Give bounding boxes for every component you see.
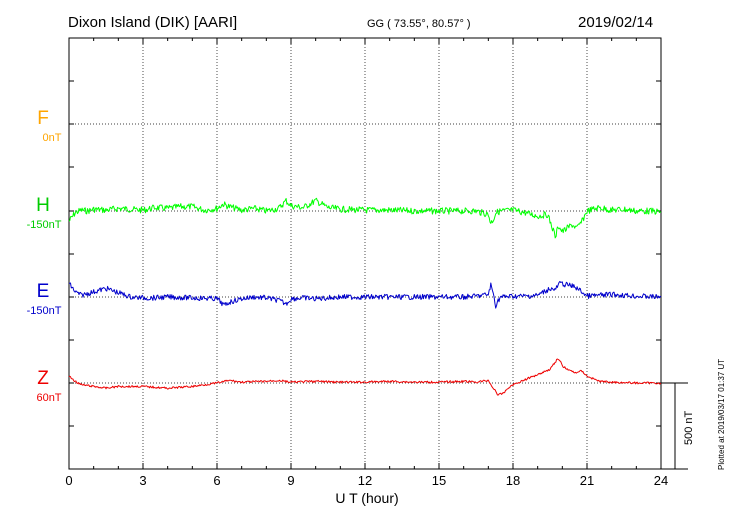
- series-offset-f: 0nT: [43, 132, 62, 144]
- geo-coords: GG ( 73.55°, 80.57° ): [367, 18, 471, 30]
- series-line-e: [69, 280, 662, 309]
- series-label-h: H: [36, 195, 50, 216]
- x-tick-label: 9: [287, 473, 294, 488]
- plotted-timestamp: Plotted at 2019/03/17 01:37 UT: [717, 359, 726, 470]
- x-tick-label: 3: [139, 473, 146, 488]
- series-label-f: F: [37, 108, 49, 129]
- x-tick-label: 24: [654, 473, 668, 488]
- x-tick-label: 6: [213, 473, 220, 488]
- x-tick-label: 15: [432, 473, 446, 488]
- x-axis-ticks: 0 3 6 9 12 15 18 21 24: [65, 38, 668, 488]
- series-offset-e: -150nT: [27, 305, 62, 317]
- scale-bar-label: 500 nT: [683, 410, 695, 445]
- series-line-h: [68, 197, 662, 239]
- series-label-z: Z: [37, 368, 49, 389]
- series-offset-z: 60nT: [36, 392, 61, 404]
- series-group: [68, 197, 662, 396]
- station-title: Dixon Island (DIK) [AARI]: [68, 14, 237, 31]
- series-label-e: E: [37, 281, 50, 302]
- x-tick-label: 0: [65, 473, 72, 488]
- series-offset-h: -150nT: [27, 219, 62, 231]
- x-tick-label: 21: [580, 473, 594, 488]
- x-axis-label: U T (hour): [335, 490, 398, 506]
- series-line-z: [68, 358, 662, 396]
- date-label: 2019/02/14: [578, 14, 653, 31]
- x-tick-label: 18: [506, 473, 520, 488]
- grid: [69, 38, 661, 469]
- component-labels: F 0nT H -150nT E -150nT Z 60nT: [27, 108, 62, 404]
- scale-bar: 500 nT: [661, 382, 695, 470]
- x-tick-label: 12: [358, 473, 372, 488]
